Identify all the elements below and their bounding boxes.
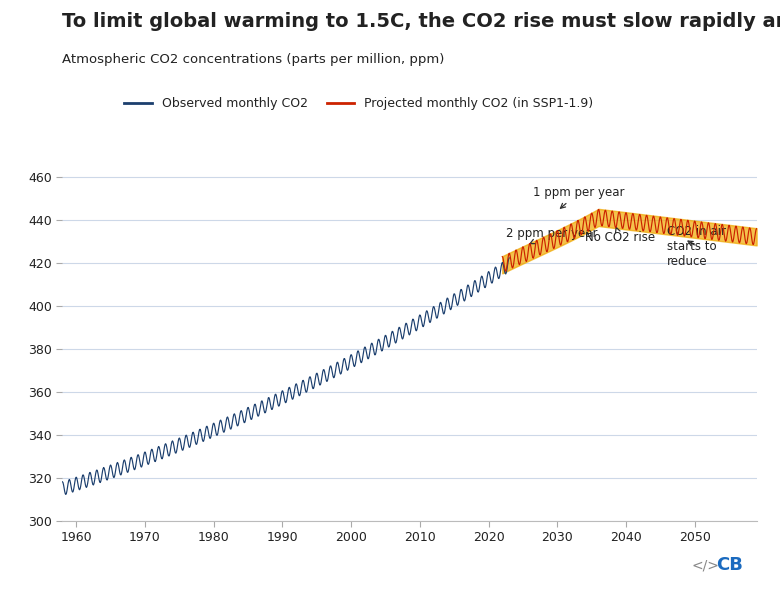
Text: CB: CB [716, 556, 743, 574]
Text: Atmospheric CO2 concentrations (parts per million, ppm): Atmospheric CO2 concentrations (parts pe… [62, 53, 445, 66]
Legend: Observed monthly CO2, Projected monthly CO2 (in SSP1-1.9): Observed monthly CO2, Projected monthly … [119, 92, 598, 115]
Text: 1 ppm per year: 1 ppm per year [534, 186, 625, 208]
Text: No CO2 rise: No CO2 rise [585, 227, 655, 244]
Text: To limit global warming to 1.5C, the CO2 rise must slow rapidly and stop before : To limit global warming to 1.5C, the CO2… [62, 12, 780, 31]
Text: 2 ppm per year: 2 ppm per year [505, 227, 597, 244]
Text: CO2 in air
starts to
reduce: CO2 in air starts to reduce [667, 225, 726, 268]
Text: </>: </> [692, 558, 720, 572]
